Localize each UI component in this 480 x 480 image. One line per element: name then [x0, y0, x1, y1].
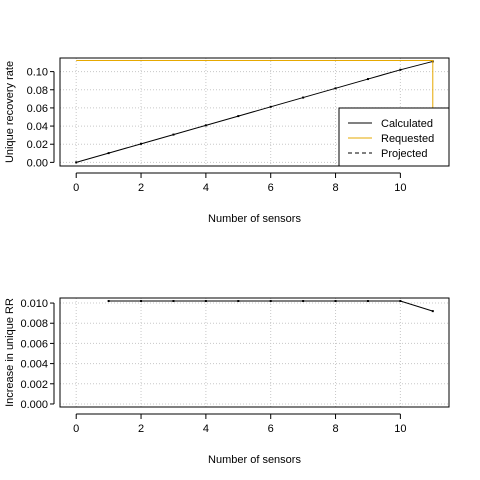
series-line — [76, 60, 433, 163]
data-point — [75, 161, 78, 164]
x-tick-label: 6 — [268, 423, 274, 435]
legend-label-requested: Requested — [381, 133, 434, 145]
y-axis: 0.000 0.002 0.004 0.006 0.008 0.010 — [20, 298, 55, 411]
data-point — [204, 300, 207, 303]
y-tick-label: 0.04 — [27, 121, 48, 133]
x-tick-label: 0 — [73, 182, 79, 194]
grid — [60, 298, 449, 407]
series-layer — [107, 300, 434, 313]
y-tick-label: 0.004 — [20, 359, 48, 371]
y-axis-label: Increase in unique RR — [4, 298, 16, 407]
series-line — [108, 300, 433, 312]
data-point — [302, 300, 305, 303]
data-point — [140, 300, 143, 303]
y-tick-label: 0.00 — [27, 157, 48, 169]
x-axis: 0 2 4 6 8 10 — [73, 413, 407, 435]
legend-label-projected: Projected — [381, 148, 427, 160]
data-point — [237, 300, 240, 303]
data-point — [334, 87, 337, 90]
data-point — [302, 96, 305, 99]
y-tick-label: 0.06 — [27, 103, 48, 115]
x-tick-label: 0 — [73, 423, 79, 435]
data-point — [172, 133, 175, 136]
series-layer — [75, 60, 434, 164]
data-point — [399, 68, 402, 71]
x-tick-label: 6 — [268, 182, 274, 194]
data-point — [269, 105, 272, 108]
y-tick-label: 0.02 — [27, 139, 48, 151]
x-axis-label: Number of sensors — [208, 213, 301, 225]
x-tick-label: 4 — [203, 423, 209, 435]
data-point — [431, 310, 434, 313]
legend: Calculated Requested Projected — [338, 107, 450, 167]
x-tick-label: 2 — [138, 423, 144, 435]
legend-box — [338, 107, 450, 167]
x-tick-label: 2 — [138, 182, 144, 194]
data-point — [172, 300, 175, 303]
series-line — [76, 60, 434, 108]
y-tick-label: 0.006 — [20, 338, 48, 350]
y-tick-label: 0.010 — [20, 298, 48, 310]
legend-label-calculated: Calculated — [381, 118, 433, 130]
data-point — [399, 300, 402, 303]
x-tick-label: 10 — [394, 182, 406, 194]
y-tick-label: 0.10 — [27, 67, 48, 79]
y-tick-label: 0.08 — [27, 85, 48, 97]
data-point — [334, 300, 337, 303]
y-axis: 0.00 0.02 0.04 0.06 0.08 0.10 — [27, 67, 55, 169]
y-tick-label: 0.002 — [20, 379, 48, 391]
y-tick-label: 0.000 — [20, 399, 48, 411]
data-point — [204, 124, 207, 127]
x-tick-label: 8 — [332, 182, 338, 194]
data-point — [107, 152, 110, 155]
increase-rr-chart: 0 2 4 6 8 10 0.000 0.002 0.004 0.006 0.008 0.010 N… — [4, 297, 450, 466]
x-tick-label: 4 — [203, 182, 209, 194]
data-point — [107, 300, 110, 303]
data-point — [140, 142, 143, 145]
data-point — [366, 300, 369, 303]
recovery-rate-chart: 0 2 4 6 8 10 0.00 0.02 0.04 0.06 0.08 0.10 Number … — [4, 57, 450, 225]
y-tick-label: 0.008 — [20, 318, 48, 330]
x-axis: 0 2 4 6 8 10 — [73, 172, 407, 194]
data-point — [366, 78, 369, 81]
y-axis-label: Unique recovery rate — [4, 61, 16, 163]
x-tick-label: 10 — [394, 423, 406, 435]
x-axis-label: Number of sensors — [208, 454, 301, 466]
x-tick-label: 8 — [332, 423, 338, 435]
plot-frame — [59, 297, 450, 408]
data-point — [269, 300, 272, 303]
data-point — [237, 115, 240, 118]
